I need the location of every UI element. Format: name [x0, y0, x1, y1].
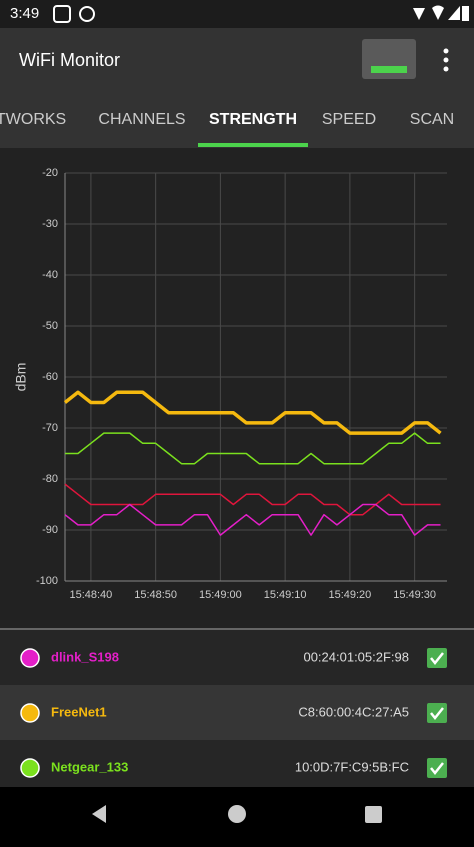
battery-icon [462, 6, 469, 21]
x-tick-label: 15:49:10 [264, 589, 307, 601]
checkbox[interactable] [427, 648, 447, 668]
status-bar [0, 0, 474, 28]
mac-address: C8:60:00:4C:27:A5 [298, 704, 409, 719]
tab[interactable]: CHANNELS [98, 111, 185, 128]
tab[interactable]: NETWORKS [0, 111, 66, 128]
y-axis-label: dBm [13, 363, 29, 392]
signal-icon [413, 8, 425, 20]
series-line [63, 390, 442, 435]
checkmark [430, 652, 444, 666]
action-icon [371, 66, 407, 73]
home-button[interactable] [228, 805, 246, 823]
checkbox[interactable] [427, 758, 447, 778]
checkbox[interactable] [427, 703, 447, 723]
series-line [65, 432, 441, 465]
y-tick-label: -60 [42, 371, 58, 383]
list-row[interactable] [0, 685, 474, 740]
x-tick-label: 15:48:50 [134, 589, 177, 601]
tab-indicator [198, 143, 308, 147]
network-name: dlink_S198 [51, 649, 119, 664]
tab[interactable]: SPEED [322, 111, 376, 128]
y-tick-label: -40 [42, 269, 58, 281]
cell-icon [448, 6, 460, 20]
y-tick-label: -100 [36, 575, 58, 587]
y-tick-label: -90 [42, 524, 58, 536]
y-tick-label: -70 [42, 422, 58, 434]
network-name: Netgear_133 [51, 759, 128, 774]
tab[interactable]: SCAN [410, 111, 454, 128]
checkmark [430, 707, 444, 721]
notification-icon [79, 6, 95, 22]
y-tick-label: -20 [42, 167, 58, 179]
x-tick-label: 15:49:30 [393, 589, 436, 601]
color-dot [20, 703, 40, 723]
mac-address: 10:0D:7F:C9:5B:FC [295, 759, 409, 774]
x-tick-label: 15:49:20 [328, 589, 371, 601]
y-tick-label: -50 [42, 320, 58, 332]
series-line [64, 503, 441, 536]
y-tick-label: -80 [42, 473, 58, 485]
network-name: FreeNet1 [51, 704, 107, 719]
x-tick-label: 15:49:00 [199, 589, 242, 601]
app-title: WiFi Monitor [19, 50, 120, 70]
recents-button[interactable] [365, 806, 382, 823]
clock: 3:49 [10, 5, 39, 22]
wifi-icon [432, 5, 444, 20]
tab[interactable]: STRENGTH [209, 111, 297, 128]
notification-icon [53, 5, 71, 23]
series-line [64, 483, 441, 516]
color-dot [20, 758, 40, 778]
chart-area [0, 148, 474, 628]
x-tick-label: 15:48:40 [69, 589, 112, 601]
y-tick-label: -30 [42, 218, 58, 230]
back-button[interactable] [92, 805, 106, 823]
checkmark [430, 762, 444, 776]
color-dot [20, 648, 40, 668]
overflow-menu[interactable] [443, 48, 449, 72]
list-row[interactable] [0, 630, 474, 685]
mac-address: 00:24:01:05:2F:98 [303, 649, 409, 664]
list-row[interactable] [0, 740, 474, 795]
